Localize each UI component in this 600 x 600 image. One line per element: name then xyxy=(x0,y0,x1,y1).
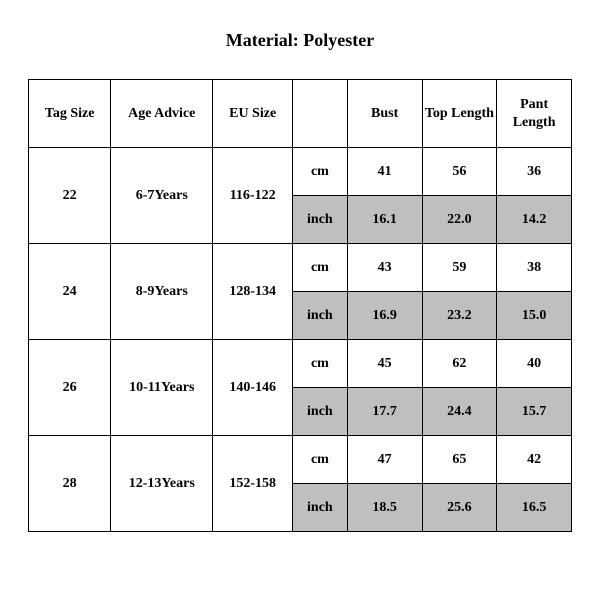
cell-pant: 38 xyxy=(497,244,572,292)
cell-tag-size: 24 xyxy=(29,244,111,340)
cell-age-advice: 10-11Years xyxy=(111,340,213,436)
cell-unit: inch xyxy=(293,292,348,340)
table-row: 28 12-13Years 152-158 cm 47 65 42 xyxy=(29,436,572,484)
cell-bust: 43 xyxy=(347,244,422,292)
cell-unit: inch xyxy=(293,388,348,436)
table-header-row: Tag Size Age Advice EU Size Bust Top Len… xyxy=(29,80,572,148)
cell-bust: 41 xyxy=(347,148,422,196)
cell-bust: 18.5 xyxy=(347,484,422,532)
cell-top: 25.6 xyxy=(422,484,497,532)
cell-top: 59 xyxy=(422,244,497,292)
cell-bust: 47 xyxy=(347,436,422,484)
cell-age-advice: 6-7Years xyxy=(111,148,213,244)
col-pant-length: Pant Length xyxy=(497,80,572,148)
cell-top: 65 xyxy=(422,436,497,484)
cell-pant: 36 xyxy=(497,148,572,196)
cell-top: 22.0 xyxy=(422,196,497,244)
cell-pant: 42 xyxy=(497,436,572,484)
cell-top: 62 xyxy=(422,340,497,388)
cell-age-advice: 12-13Years xyxy=(111,436,213,532)
cell-pant: 14.2 xyxy=(497,196,572,244)
cell-unit: cm xyxy=(293,436,348,484)
cell-unit: cm xyxy=(293,244,348,292)
col-eu-size: EU Size xyxy=(213,80,293,148)
cell-eu-size: 152-158 xyxy=(213,436,293,532)
cell-top: 23.2 xyxy=(422,292,497,340)
page-title: Material: Polyester xyxy=(28,30,572,51)
cell-tag-size: 28 xyxy=(29,436,111,532)
col-age-advice: Age Advice xyxy=(111,80,213,148)
cell-unit: cm xyxy=(293,148,348,196)
table-row: 26 10-11Years 140-146 cm 45 62 40 xyxy=(29,340,572,388)
col-bust: Bust xyxy=(347,80,422,148)
col-tag-size: Tag Size xyxy=(29,80,111,148)
cell-tag-size: 26 xyxy=(29,340,111,436)
cell-bust: 16.1 xyxy=(347,196,422,244)
cell-pant: 15.0 xyxy=(497,292,572,340)
cell-bust: 16.9 xyxy=(347,292,422,340)
cell-bust: 17.7 xyxy=(347,388,422,436)
cell-unit: inch xyxy=(293,484,348,532)
cell-eu-size: 140-146 xyxy=(213,340,293,436)
col-unit xyxy=(293,80,348,148)
cell-unit: cm xyxy=(293,340,348,388)
cell-bust: 45 xyxy=(347,340,422,388)
cell-tag-size: 22 xyxy=(29,148,111,244)
cell-pant: 40 xyxy=(497,340,572,388)
table-row: 22 6-7Years 116-122 cm 41 56 36 xyxy=(29,148,572,196)
size-table: Tag Size Age Advice EU Size Bust Top Len… xyxy=(28,79,572,532)
cell-pant: 16.5 xyxy=(497,484,572,532)
cell-top: 24.4 xyxy=(422,388,497,436)
page-container: Material: Polyester Tag Size Age Advice … xyxy=(0,0,600,532)
cell-age-advice: 8-9Years xyxy=(111,244,213,340)
cell-eu-size: 128-134 xyxy=(213,244,293,340)
cell-pant: 15.7 xyxy=(497,388,572,436)
cell-eu-size: 116-122 xyxy=(213,148,293,244)
col-top-length: Top Length xyxy=(422,80,497,148)
table-row: 24 8-9Years 128-134 cm 43 59 38 xyxy=(29,244,572,292)
cell-top: 56 xyxy=(422,148,497,196)
cell-unit: inch xyxy=(293,196,348,244)
